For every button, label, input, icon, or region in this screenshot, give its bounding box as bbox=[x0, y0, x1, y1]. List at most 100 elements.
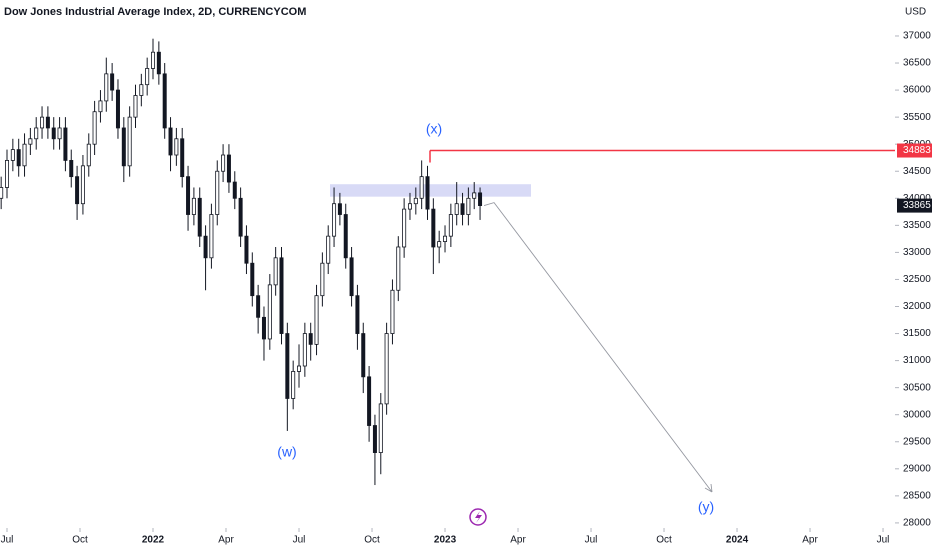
x-tick-label: Oct bbox=[364, 535, 380, 546]
candle-body bbox=[156, 51, 161, 75]
wave-label: (y) bbox=[698, 499, 714, 515]
candle-body bbox=[367, 376, 372, 426]
candle-body bbox=[51, 127, 56, 140]
x-tick-label: Apr bbox=[802, 535, 818, 546]
candle-body bbox=[285, 333, 290, 399]
wave-label: (x) bbox=[426, 121, 442, 137]
candle-body bbox=[261, 316, 266, 340]
y-tick-label: 28000 bbox=[903, 518, 931, 529]
candle-body bbox=[378, 403, 383, 453]
event-bolt bbox=[475, 511, 482, 523]
candle-body bbox=[326, 235, 331, 264]
y-tick-label: 29000 bbox=[903, 463, 931, 474]
candle-body bbox=[372, 425, 377, 453]
y-tick-label: 37000 bbox=[903, 31, 931, 42]
candle-body bbox=[45, 116, 50, 129]
candle-body bbox=[80, 165, 85, 205]
candle-body bbox=[22, 143, 27, 167]
candle-body bbox=[443, 235, 448, 242]
candle-body bbox=[448, 214, 453, 237]
candle-body bbox=[273, 257, 278, 286]
candle-body bbox=[209, 214, 214, 259]
y-tick-label: 31000 bbox=[903, 355, 931, 366]
x-tick-label: Jul bbox=[585, 535, 598, 546]
y-tick-label: 34500 bbox=[903, 166, 931, 177]
chart-title: Dow Jones Industrial Average Index, 2D, … bbox=[4, 6, 306, 18]
candle-body bbox=[104, 73, 109, 102]
candle-body bbox=[413, 197, 418, 205]
candle-body bbox=[98, 100, 103, 113]
candle-body bbox=[256, 295, 261, 318]
y-tick-label: 30500 bbox=[903, 382, 931, 393]
candle-body bbox=[133, 95, 138, 118]
candle-body bbox=[454, 203, 459, 215]
y-tick-label: 32000 bbox=[903, 301, 931, 312]
candle-body bbox=[174, 138, 179, 156]
level-tag bbox=[897, 143, 932, 158]
candle-body bbox=[10, 149, 15, 161]
candle-body bbox=[238, 197, 243, 237]
last-price-label: 33865 bbox=[903, 200, 931, 211]
candle-body bbox=[180, 138, 185, 178]
candle-body bbox=[115, 89, 120, 129]
y-tick-label: 35500 bbox=[903, 112, 931, 123]
candle-body bbox=[466, 197, 471, 215]
candle-body bbox=[197, 197, 202, 237]
candle-body bbox=[297, 365, 302, 372]
candle-body bbox=[110, 73, 115, 91]
candle-body bbox=[402, 208, 407, 248]
candle-body bbox=[127, 116, 132, 167]
candle-body bbox=[472, 192, 477, 199]
candle-body bbox=[384, 333, 389, 405]
candle-body bbox=[186, 176, 191, 215]
candle-body bbox=[355, 295, 360, 334]
candle-body bbox=[5, 160, 10, 188]
candle-body bbox=[425, 176, 430, 210]
y-tick-label: 28500 bbox=[903, 491, 931, 502]
candle-body bbox=[314, 295, 319, 345]
level-label: 34883 bbox=[903, 145, 931, 156]
candle-body bbox=[390, 289, 395, 334]
candle-body bbox=[28, 138, 33, 145]
candle-body bbox=[320, 262, 325, 297]
candle-body bbox=[291, 371, 296, 399]
candle-body bbox=[151, 51, 156, 69]
candle-body bbox=[145, 68, 150, 86]
y-tick-label: 34000 bbox=[903, 193, 931, 204]
x-tick-label: Apr bbox=[510, 535, 526, 546]
candle-body bbox=[16, 149, 21, 167]
projection-arrow bbox=[483, 202, 713, 493]
candle-body bbox=[244, 235, 249, 264]
y-tick-label: 36500 bbox=[903, 58, 931, 69]
candle-body bbox=[419, 176, 424, 199]
zone bbox=[330, 184, 531, 197]
candle-body bbox=[308, 333, 313, 345]
y-tick-label: 32500 bbox=[903, 274, 931, 285]
x-tick-label: 2022 bbox=[142, 535, 165, 546]
candle-body bbox=[40, 116, 45, 129]
candle-body bbox=[34, 127, 39, 140]
y-tick-label: 31500 bbox=[903, 328, 931, 339]
candle-body bbox=[361, 333, 366, 378]
candle-body bbox=[267, 284, 272, 340]
y-tick-label: 36000 bbox=[903, 85, 931, 96]
candle-body bbox=[250, 262, 255, 297]
candle-body bbox=[431, 208, 436, 248]
candle-body bbox=[460, 203, 465, 215]
x-tick-label: Jul bbox=[877, 535, 890, 546]
candle-body bbox=[69, 160, 74, 178]
candle-body bbox=[86, 143, 91, 167]
candle-body bbox=[121, 127, 126, 167]
candle-body bbox=[203, 235, 208, 259]
wave-label: (w) bbox=[277, 444, 296, 460]
candle-body bbox=[139, 84, 144, 96]
candle-body bbox=[215, 170, 220, 215]
candle-body bbox=[0, 187, 4, 199]
candle-body bbox=[221, 154, 226, 172]
candle-body bbox=[63, 127, 68, 161]
candle-body bbox=[232, 181, 237, 199]
candle-body bbox=[92, 111, 97, 145]
x-tick-label: Oct bbox=[72, 535, 88, 546]
candle-body bbox=[226, 154, 231, 183]
